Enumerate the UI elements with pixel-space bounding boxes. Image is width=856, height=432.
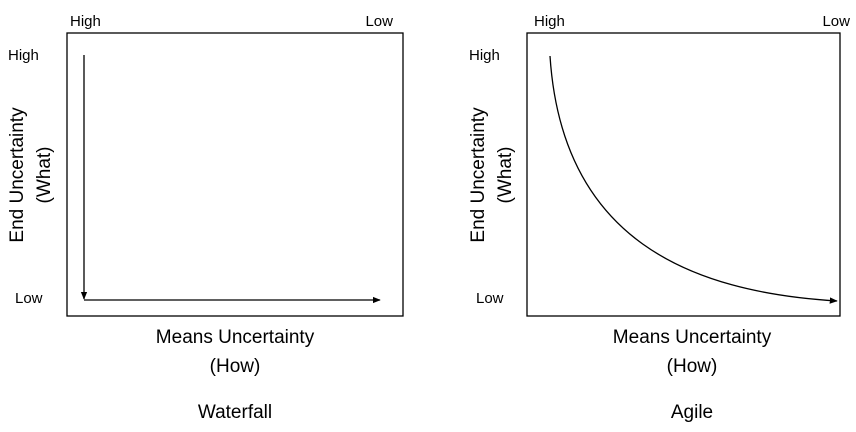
agile-curve-arrow [549, 55, 838, 304]
waterfall-panel: High Low High Low End Uncertainty (What)… [7, 13, 404, 423]
waterfall-y-axis-title-line1: End Uncertainty [7, 107, 28, 243]
agile-caption: Agile [671, 402, 713, 423]
agile-y-low-label: Low [476, 290, 504, 307]
waterfall-top-left-label: High [70, 13, 101, 30]
agile-frame [526, 32, 841, 317]
waterfall-frame [66, 32, 404, 317]
waterfall-caption: Waterfall [198, 402, 272, 423]
waterfall-y-axis-title-line2: (What) [34, 147, 55, 204]
agile-panel: High Low High Low End Uncertainty (What)… [468, 13, 850, 423]
agile-y-axis-title-line2: (What) [495, 147, 516, 204]
agile-y-axis-title-line1: End Uncertainty [468, 107, 489, 243]
agile-top-right-label: Low [822, 13, 850, 30]
agile-y-high-label: High [469, 47, 500, 64]
waterfall-y-low-label: Low [15, 290, 43, 307]
waterfall-top-right-label: Low [365, 13, 393, 30]
agile-top-left-label: High [534, 13, 565, 30]
waterfall-x-axis-title-line1: Means Uncertainty [156, 327, 315, 348]
agile-x-axis-title-line1: Means Uncertainty [613, 327, 772, 348]
agile-x-axis-title-line2: (How) [667, 356, 718, 377]
waterfall-x-axis-title-line2: (How) [210, 356, 261, 377]
waterfall-y-high-label: High [8, 47, 39, 64]
